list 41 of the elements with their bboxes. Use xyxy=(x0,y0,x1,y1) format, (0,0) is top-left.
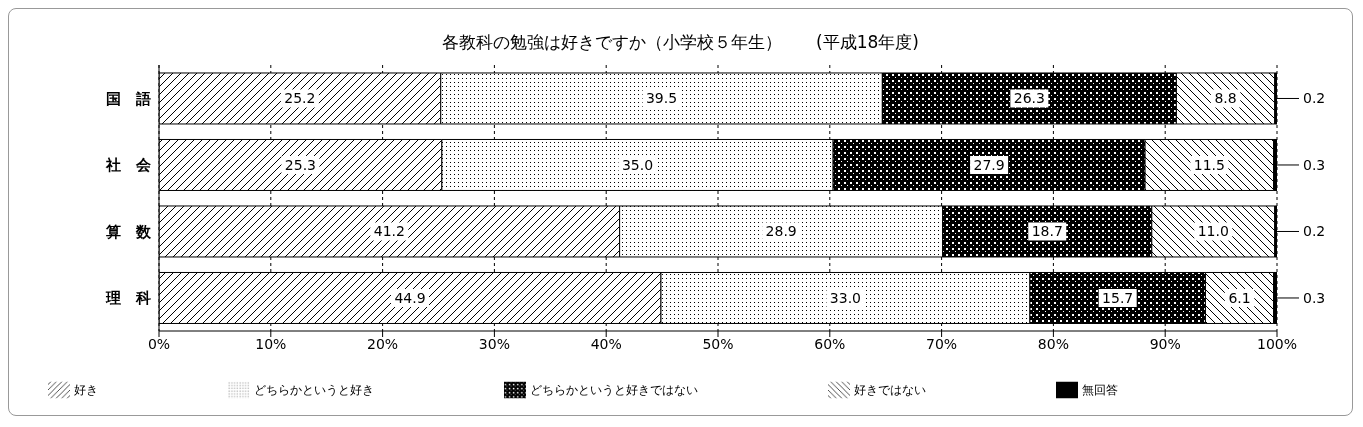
data-label: 39.5 xyxy=(645,90,678,107)
data-label: 25.2 xyxy=(284,90,316,107)
y-tick-label: 理 科 xyxy=(105,289,151,308)
x-tick-label: 0% xyxy=(147,335,171,352)
data-label: 0.2 xyxy=(1303,223,1326,240)
x-tick-label: 80% xyxy=(1037,335,1069,352)
x-tick-label: 70% xyxy=(926,335,958,352)
data-label: 6.1 xyxy=(1228,289,1251,306)
data-label: 18.7 xyxy=(1031,223,1063,240)
data-label: 0.3 xyxy=(1303,289,1326,306)
data-label: 44.9 xyxy=(394,289,426,306)
x-tick-label: 40% xyxy=(590,335,622,352)
x-tick-label: 30% xyxy=(478,335,510,352)
legend-label: 好きではない xyxy=(854,382,926,397)
legend-label: 好き xyxy=(74,382,98,397)
legend-label: 無回答 xyxy=(1082,382,1118,397)
data-label: 26.3 xyxy=(1013,90,1045,107)
data-label: 15.7 xyxy=(1102,289,1134,306)
data-label: 25.3 xyxy=(284,156,317,173)
y-tick-label: 算 数 xyxy=(105,222,152,241)
x-tick-label: 100% xyxy=(1256,335,1298,352)
y-tick-label: 社 会 xyxy=(105,156,152,175)
data-label: 27.9 xyxy=(973,156,1005,173)
y-tick-label: 国 語 xyxy=(106,89,151,108)
x-tick-label: 50% xyxy=(702,335,734,352)
data-label: 11.0 xyxy=(1197,223,1229,240)
data-label: 35.0 xyxy=(621,156,654,173)
x-tick-label: 90% xyxy=(1149,335,1181,352)
chart-title: 各教科の勉強は好きですか（小学校５年生） (平成18年度) xyxy=(441,31,920,54)
data-label: 0.2 xyxy=(1303,90,1326,107)
legend-label: どちらかというと好き xyxy=(254,382,374,397)
data-label: 28.9 xyxy=(765,223,797,240)
data-label: 0.3 xyxy=(1303,156,1326,173)
data-label: 41.2 xyxy=(373,223,405,240)
x-tick-label: 60% xyxy=(814,335,846,352)
data-label: 33.0 xyxy=(829,289,862,306)
data-label: 11.5 xyxy=(1193,156,1225,173)
data-label: 8.8 xyxy=(1214,90,1237,107)
x-tick-label: 10% xyxy=(255,335,287,352)
legend-label: どちらかというと好きではない xyxy=(530,382,698,397)
x-tick-label: 20% xyxy=(367,335,399,352)
